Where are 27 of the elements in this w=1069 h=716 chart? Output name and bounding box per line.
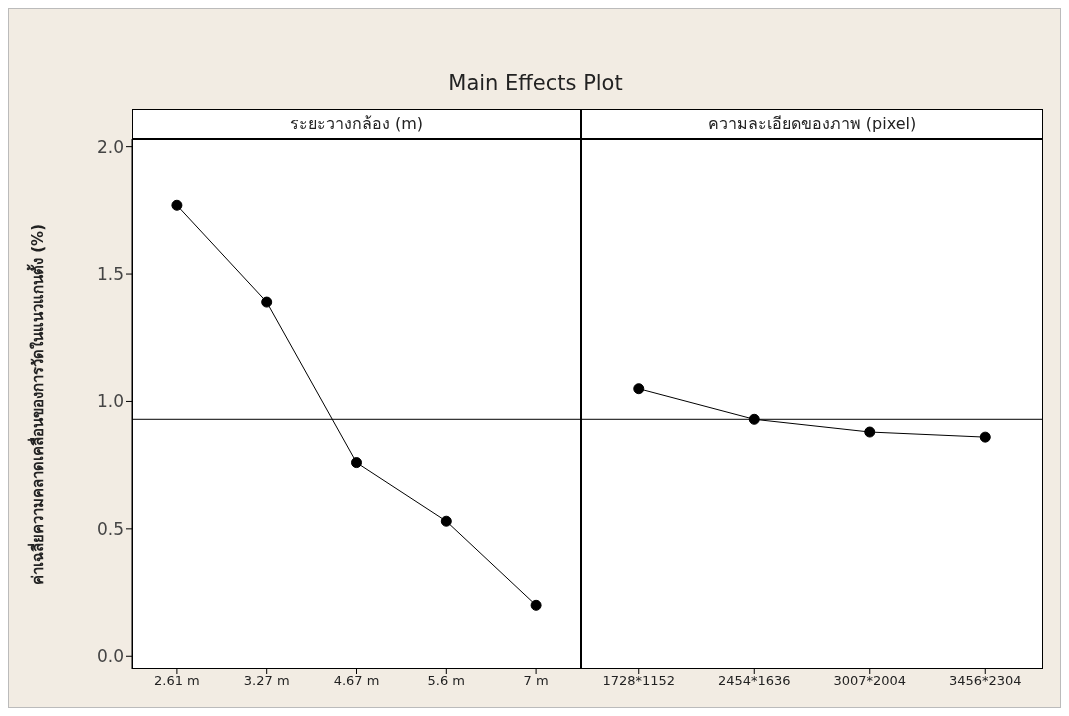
x-tick-label: 7 m: [523, 673, 549, 689]
point: [530, 599, 542, 611]
x-tick-label: 3.27 m: [243, 673, 290, 689]
point: [261, 296, 273, 308]
point: [979, 431, 991, 443]
point: [633, 383, 645, 395]
point: [748, 413, 760, 425]
x-tick-label: 3456*2304: [948, 673, 1022, 689]
x-tick-label: 5.6 m: [427, 673, 466, 689]
x-tick-label: 2454*1636: [717, 673, 791, 689]
point: [440, 515, 452, 527]
x-tick-label: 2.61 m: [154, 673, 200, 689]
y-tick-label: 2.0: [96, 136, 124, 157]
x-tick-label: 4.67 m: [333, 673, 380, 689]
x-tick-label: 3007*2004: [833, 673, 907, 689]
y-tick-label: 1.0: [96, 391, 124, 412]
y-tick-label: 0.5: [96, 518, 124, 539]
x-tick-label: 1728*1152: [602, 673, 676, 689]
point: [351, 457, 362, 469]
y-tick-label: 0.0: [96, 646, 124, 667]
y-axis-title: ค่าเฉลี่ยความคลาดเคลื่อนของการวัดในแนวแกนตั้ง (%): [27, 223, 48, 585]
chart-subtitle: ระยะวางกล้อง (m): [132, 109, 581, 139]
point: [171, 199, 183, 211]
chart-subtitle: ความละเอียดของภาพ (pixel): [581, 109, 1043, 139]
chart-title: Main Effects Plot: [447, 71, 624, 95]
point: [864, 426, 876, 438]
y-tick-label: 1.5: [96, 264, 124, 285]
